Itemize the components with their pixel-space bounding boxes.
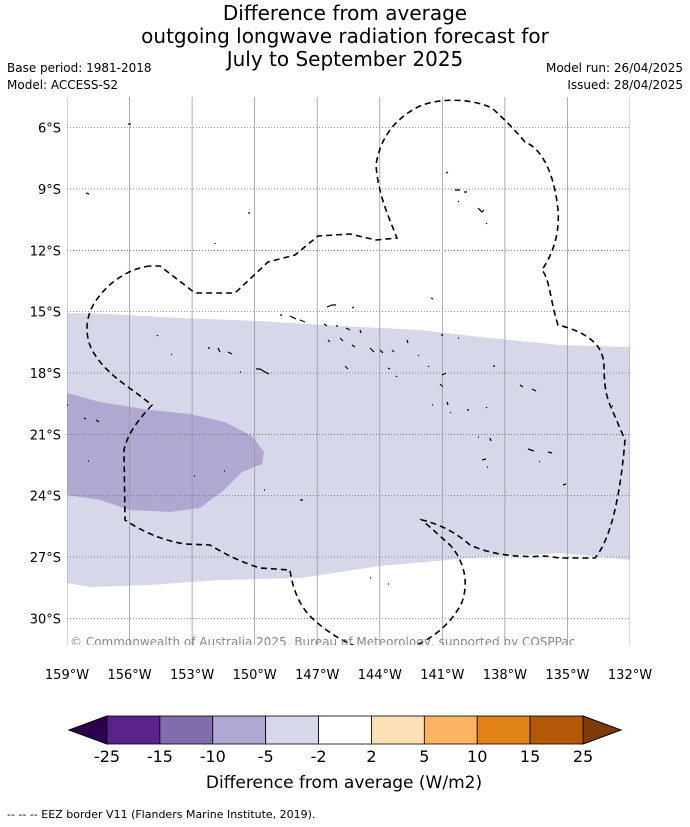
island — [369, 347, 395, 354]
lon-label: 147°W — [295, 668, 339, 683]
lon-label: 153°W — [170, 668, 214, 683]
model-run: Model run: 26/04/2025 — [545, 61, 683, 75]
colorbar-tick-label: -5 — [258, 747, 274, 766]
colorbar-tick-label: 15 — [520, 747, 540, 766]
lon-label: 150°W — [233, 668, 277, 683]
lon-label: 132°W — [608, 668, 652, 683]
copyright-notice: © Commonwealth of Australia 2025, Bureau… — [70, 635, 575, 649]
colorbar-segment — [318, 715, 372, 745]
colorbar: -25 -15 -10 -5 -2 2 5 10 15 25 — [67, 715, 623, 766]
map-gridlines — [67, 97, 630, 645]
model-name: Model: ACCESS-S2 — [7, 78, 119, 92]
colorbar-segment — [476, 715, 531, 745]
island — [256, 368, 270, 375]
colorbar-tick-label: -25 — [94, 747, 120, 766]
title-line-3: July to September 2025 — [226, 47, 464, 71]
island — [370, 405, 613, 585]
colorbar-segment — [106, 715, 161, 745]
colorbar-tick-label: 10 — [467, 747, 487, 766]
island — [432, 384, 537, 406]
colorbar-tick-label: -15 — [147, 747, 173, 766]
lat-label: 21°S — [30, 428, 61, 443]
island — [280, 314, 306, 323]
lon-label: 159°W — [45, 668, 89, 683]
island — [455, 189, 467, 203]
island — [406, 334, 459, 344]
island — [481, 458, 541, 468]
colorbar-segment — [529, 715, 584, 745]
colorbar-tick-label: 2 — [366, 747, 376, 766]
map-figure: © Commonwealth of Australia 2025, Bureau… — [30, 97, 652, 793]
island — [478, 436, 553, 454]
colorbar-label: Difference from average (W/m2) — [206, 773, 482, 793]
anomaly-region-minus10-minus5 — [67, 393, 264, 512]
lat-label: 6°S — [38, 122, 61, 137]
lat-label: 30°S — [30, 612, 61, 627]
lat-label: 9°S — [38, 183, 61, 198]
meta-left: Base period: 1981-2018 Model: ACCESS-S2 — [7, 60, 152, 94]
eez-border — [86, 99, 626, 645]
lon-label: 138°W — [483, 668, 527, 683]
colorbar-segment — [212, 715, 267, 745]
colorbar-over-arrow — [582, 715, 623, 745]
colorbar-tick-label: -10 — [200, 747, 226, 766]
colorbar-under-arrow — [67, 715, 108, 745]
island — [477, 207, 488, 225]
island — [446, 401, 488, 414]
eez-legend: -- -- -- EEZ border V11 (Flanders Marine… — [7, 808, 316, 821]
island — [445, 171, 449, 174]
colorbar-segment — [159, 715, 214, 745]
base-period: Base period: 1981-2018 — [7, 61, 152, 75]
island — [156, 334, 241, 373]
island — [85, 192, 90, 195]
lon-label: 156°W — [107, 668, 151, 683]
anomaly-region-minus5-minus2 — [67, 313, 630, 587]
title-line-1: Difference from average — [222, 1, 468, 25]
lat-label: 24°S — [30, 490, 61, 505]
island — [327, 329, 362, 348]
title-line-2: outgoing longwave radiation forecast for — [141, 24, 549, 48]
longitude-labels: 159°W 156°W 153°W 150°W 147°W 144°W 141°W 138°W… — [45, 668, 652, 683]
colorbar-segment — [423, 715, 478, 745]
colorbar-segment — [371, 715, 425, 745]
islands — [67, 123, 613, 585]
island — [88, 460, 303, 501]
colorbar-segment — [265, 715, 319, 745]
lon-label: 141°W — [420, 668, 464, 683]
island — [439, 372, 447, 388]
island — [67, 404, 567, 486]
colorbar-tick-label: -2 — [311, 747, 327, 766]
island — [323, 323, 351, 331]
meta-right: Model run: 26/04/2025 Issued: 28/04/2025 — [546, 60, 683, 94]
lat-label: 18°S — [30, 367, 61, 382]
map-title: Difference from average outgoing longwav… — [0, 2, 690, 71]
island — [326, 304, 355, 309]
colorbar-tick-label: 25 — [573, 747, 593, 766]
lat-label: 27°S — [30, 551, 61, 566]
island — [417, 354, 495, 368]
colorbar-tick-label: 5 — [419, 747, 429, 766]
issued-date: Issued: 28/04/2025 — [567, 78, 683, 92]
island — [208, 347, 233, 355]
map-plot-area: © Commonwealth of Australia 2025, Bureau… — [67, 97, 630, 649]
lon-label: 144°W — [358, 668, 402, 683]
island — [344, 365, 398, 378]
latitude-labels: 6°S 9°S 12°S 15°S 18°S 21°S 24°S 27°S 30°S — [30, 122, 61, 628]
lat-label: 12°S — [30, 244, 61, 259]
lat-label: 15°S — [30, 306, 61, 321]
island — [430, 297, 434, 300]
lon-label: 135°W — [545, 668, 589, 683]
